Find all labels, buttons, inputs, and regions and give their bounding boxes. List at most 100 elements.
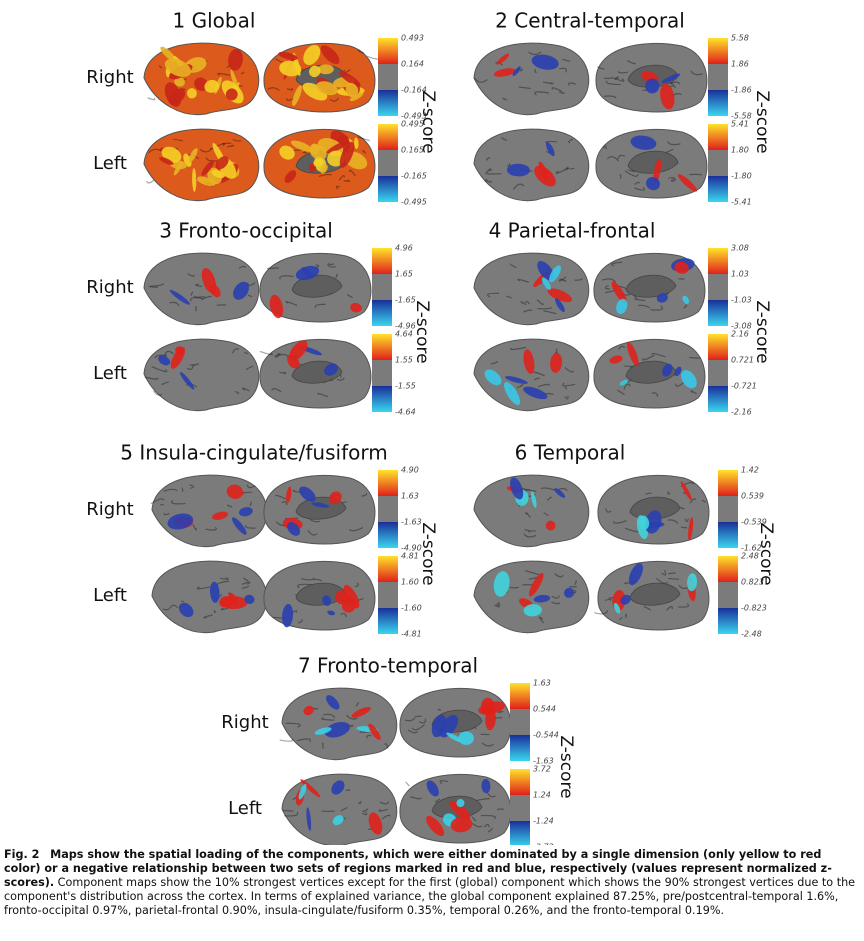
activation-patch <box>431 714 447 738</box>
sulcus <box>346 294 353 299</box>
sulcus <box>510 346 526 351</box>
sulcus <box>249 501 253 507</box>
sulcus <box>154 354 168 359</box>
sulcus <box>605 508 612 513</box>
medial-wall <box>627 150 679 174</box>
sulcus <box>434 798 441 803</box>
sulcus <box>282 810 294 812</box>
activation-patch <box>327 610 336 616</box>
sulcus <box>680 526 688 529</box>
activation-patch <box>493 68 516 77</box>
colorbar-cool <box>708 386 728 412</box>
sulcus <box>411 724 425 731</box>
colorbar-cool <box>372 386 392 412</box>
activation-patch <box>645 510 662 534</box>
sulcus <box>671 177 676 182</box>
sulcus <box>690 70 703 76</box>
sulcus <box>688 356 701 359</box>
activation-patch <box>627 341 639 367</box>
sulcus <box>357 49 365 54</box>
colorbar-cool <box>378 608 398 634</box>
z-label: Z-score <box>756 522 776 585</box>
colorbar-warm <box>510 683 530 709</box>
sulcus <box>267 87 280 92</box>
colorbar-gray <box>510 709 530 735</box>
sulcus <box>192 524 198 531</box>
colorbar-label: 0.539 <box>741 492 764 501</box>
activation-patch <box>653 158 662 183</box>
brain-map <box>593 338 706 409</box>
sulcus <box>689 498 697 504</box>
sulcus <box>502 97 508 101</box>
sulcus <box>169 604 179 609</box>
sulcus <box>302 150 308 154</box>
sulcus <box>638 304 651 309</box>
brain-map <box>473 560 590 634</box>
colorbar-label: 1.80 <box>731 146 749 155</box>
sulcus <box>559 67 567 73</box>
activation-patch <box>209 581 220 603</box>
brain-map <box>473 42 590 116</box>
activation-patch <box>674 261 689 274</box>
sulcus <box>554 573 564 578</box>
activation-patch <box>687 573 698 592</box>
hemisphere-label: Left <box>228 798 262 819</box>
sulcus <box>298 619 303 624</box>
activation-patch <box>332 815 344 826</box>
sulcus <box>147 97 156 101</box>
colorbar-label: 5.41 <box>731 120 749 129</box>
sulcus <box>655 577 669 584</box>
hemisphere-label: Right <box>86 499 133 520</box>
sulcus <box>266 267 279 270</box>
sulcus <box>244 352 249 355</box>
caption-text: Component maps show the 10% strongest ve… <box>4 876 856 917</box>
figure: 1 Global Right 0.493 0.164 -0.164 -0.493 Left 0… <box>86 9 776 845</box>
colorbar-label: -5.58 <box>731 112 752 121</box>
activation-patch <box>481 778 491 794</box>
colorbar-label: -3.08 <box>731 322 752 331</box>
medial-wall <box>629 582 681 606</box>
activation-patch <box>426 780 439 797</box>
brain-map <box>597 474 710 545</box>
sulcus <box>487 292 500 298</box>
sulcus <box>667 519 679 524</box>
colorbar-cool <box>708 90 728 116</box>
sulcus <box>501 137 508 142</box>
sulcus <box>546 496 552 501</box>
cortex <box>143 128 260 202</box>
activation-patch <box>493 571 510 597</box>
activation-patch <box>287 522 301 536</box>
sulcus <box>349 169 356 177</box>
sulcus <box>605 598 612 602</box>
sulcus <box>283 811 299 817</box>
sulcus <box>667 491 671 495</box>
brain-map <box>143 128 260 202</box>
z-label: Z-score <box>418 90 438 153</box>
sulcus <box>487 168 493 172</box>
colorbar-gray <box>372 360 392 386</box>
colorbar-label: -4.90 <box>401 544 422 553</box>
activation-patch <box>661 73 681 84</box>
hemisphere-label: Right <box>86 67 133 88</box>
activation-patch <box>537 261 554 281</box>
activation-patch <box>269 294 284 319</box>
activation-patch <box>326 695 340 710</box>
activation-patch <box>639 515 650 530</box>
sulcus <box>523 309 533 313</box>
colorbar-label: -1.55 <box>395 382 416 391</box>
activation-patch <box>278 51 298 61</box>
colorbar-label: 3.08 <box>731 244 749 253</box>
colorbar-label: 1.60 <box>401 578 419 587</box>
z-label: Z-score <box>752 300 772 363</box>
activation-patch <box>645 176 660 191</box>
colorbar-gray <box>708 150 728 176</box>
sulcus <box>241 491 252 495</box>
sulcus <box>617 154 626 160</box>
sulcus <box>543 512 549 517</box>
sulcus <box>296 738 311 743</box>
sulcus <box>279 371 287 375</box>
hemisphere-label: Left <box>93 363 127 384</box>
activation-patch <box>295 265 320 281</box>
activation-patch <box>192 167 197 192</box>
sulcus <box>509 586 519 589</box>
